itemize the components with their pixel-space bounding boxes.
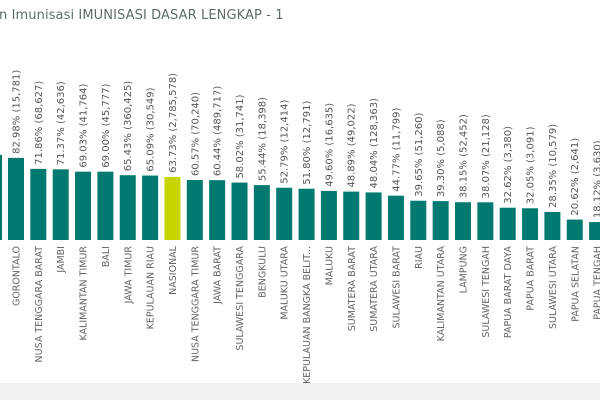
- bar[interactable]: [455, 202, 471, 240]
- category-label: JAMBI: [56, 246, 67, 274]
- value-label: 20.62% (2,641): [570, 138, 581, 216]
- value-label: 63.73% (2,785,578): [168, 73, 179, 173]
- value-label: 82.98% (15,781): [12, 70, 23, 154]
- category-label: JAWA BARAT: [213, 246, 224, 305]
- value-label: 69.03% (41,764): [79, 83, 90, 167]
- bar[interactable]: [52, 169, 69, 240]
- bar[interactable]: [276, 187, 293, 240]
- category-label: KALIMANTAN UTARA: [436, 246, 447, 342]
- footer-bar: [0, 383, 600, 400]
- bar[interactable]: [387, 195, 404, 240]
- value-label: 71.86% (68,627): [34, 81, 45, 165]
- bar-partial: [0, 154, 2, 240]
- value-label: 18.12% (3,630): [593, 140, 600, 218]
- category-label: MALUKU: [324, 246, 335, 285]
- value-label: 44.77% (11,799): [391, 107, 402, 191]
- category-label: SUMATERA UTARA: [369, 246, 380, 332]
- bar[interactable]: [253, 185, 270, 240]
- bar[interactable]: [231, 182, 248, 240]
- value-label: 38.07% (21,128): [481, 114, 492, 198]
- bar[interactable]: [589, 222, 600, 240]
- chart-title: n Imunisasi IMUNISASI DASAR LENGKAP - 1: [0, 8, 284, 23]
- bar[interactable]: [320, 190, 337, 240]
- bar[interactable]: [186, 180, 203, 240]
- value-label: 69.00% (45,777): [101, 83, 112, 167]
- bar[interactable]: [30, 168, 47, 240]
- value-label: 71.37% (42,636): [56, 81, 67, 165]
- category-label: KEPULAUAN RIAU: [146, 246, 157, 329]
- bar[interactable]: [343, 191, 360, 240]
- bar[interactable]: [477, 202, 494, 240]
- value-label: 32.05% (3,091): [526, 126, 537, 204]
- bar[interactable]: [164, 176, 181, 240]
- category-label: SULAWESI TENGAH: [481, 246, 492, 338]
- value-label: 38.15% (52,452): [459, 114, 470, 198]
- bar[interactable]: [8, 157, 24, 240]
- bar[interactable]: [298, 188, 315, 240]
- value-label: 28.35% (10,579): [548, 124, 559, 208]
- category-label: BENGKULU: [257, 246, 268, 298]
- category-label: SULAWESI BARAT: [391, 246, 402, 329]
- value-label: 51.80% (12,791): [302, 101, 313, 185]
- bar[interactable]: [522, 208, 539, 240]
- category-label: PAPUA BARAT: [526, 246, 537, 311]
- bar[interactable]: [432, 201, 449, 240]
- category-label: MALUKU UTARA: [280, 246, 291, 320]
- value-label: 52.79% (12,414): [280, 100, 291, 184]
- category-label: SULAWESI TENGGARA: [235, 246, 246, 351]
- category-label: SUMATERA BARAT: [347, 246, 358, 331]
- bar[interactable]: [97, 171, 114, 240]
- category-label: PAPUA TENGAH: [593, 246, 600, 320]
- value-label: 48.89% (49,022): [347, 103, 358, 187]
- bar[interactable]: [544, 211, 561, 240]
- value-label: 60.57% (70,240): [190, 92, 201, 176]
- category-label: KALIMANTAN TIMUR: [79, 246, 90, 341]
- category-label: LAMPUNG: [459, 246, 470, 293]
- bar[interactable]: [75, 171, 92, 240]
- category-label: NASIONAL: [168, 245, 179, 295]
- category-label: GORONTALO: [12, 246, 23, 306]
- value-label: 32.62% (3,380): [503, 126, 514, 204]
- value-label: 65.43% (360,425): [123, 81, 134, 172]
- bar[interactable]: [365, 192, 382, 240]
- bar[interactable]: [119, 175, 136, 240]
- value-label: 39.30% (5,088): [436, 119, 447, 197]
- category-label: SULAWESI UTARA: [548, 246, 559, 329]
- category-label: NUSA TENGGARA TIMUR: [190, 246, 201, 362]
- value-label: 55.44% (18,398): [257, 97, 268, 181]
- category-label: JAWA TIMUR: [123, 246, 134, 305]
- value-label: 49.60% (16,635): [324, 103, 335, 187]
- category-label: PAPUA SELATAN: [570, 246, 581, 322]
- bar[interactable]: [142, 175, 159, 240]
- bar[interactable]: [209, 180, 226, 240]
- value-label: 48.04% (128,363): [369, 98, 380, 189]
- category-label: PAPUA BARAT DAYA: [503, 246, 514, 339]
- bar[interactable]: [566, 219, 583, 240]
- category-label: BALI: [101, 246, 112, 267]
- category-label: KEPULAUAN BANGKA BELIT...: [302, 246, 313, 384]
- category-label: RIAU: [414, 246, 425, 269]
- value-label: 65.09% (30,549): [146, 87, 157, 171]
- value-label: 60.44% (489,717): [213, 86, 224, 177]
- bar[interactable]: [410, 200, 427, 240]
- value-label: 39.65% (51,260): [414, 113, 425, 197]
- category-label: NUSA TENGGARA BARAT: [34, 246, 45, 363]
- bar[interactable]: [499, 207, 516, 240]
- value-label: 58.02% (31,741): [235, 94, 246, 178]
